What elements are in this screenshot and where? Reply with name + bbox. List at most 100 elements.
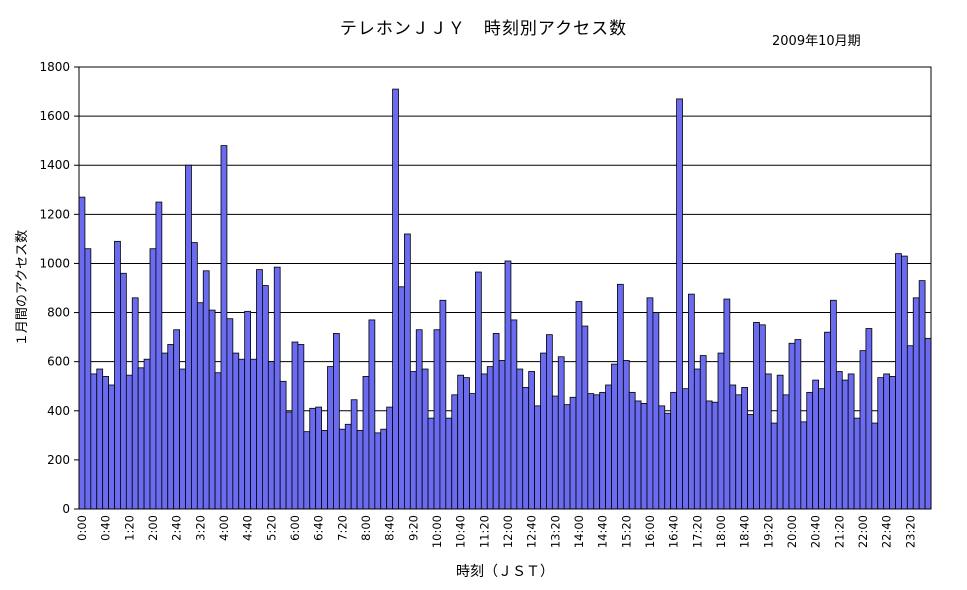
bar [682,388,689,510]
bar [812,379,819,510]
bar [102,375,109,510]
bar [475,271,482,510]
bar [847,373,855,510]
bar [889,375,896,510]
bar [303,431,311,510]
bar [522,387,530,510]
bar [688,293,695,510]
bar [776,374,784,510]
bar [344,423,352,510]
x-tick-label: 22:00 [856,515,870,548]
x-tick-label: 22:40 [880,515,894,548]
bar [824,331,831,510]
bar [392,88,399,510]
bar [611,363,618,510]
bar [427,417,435,510]
bar [818,388,825,510]
bar [350,399,358,510]
bar [96,368,104,510]
x-tick-label: 19:20 [761,515,775,548]
bar [883,373,890,510]
y-tick-label: 200 [47,453,70,467]
bar [185,164,192,510]
bar [634,400,642,510]
bar [415,329,423,510]
bar [404,233,411,510]
bar [759,324,766,510]
bar [143,358,151,510]
bar [267,361,275,510]
bar [912,297,920,510]
bar [782,394,790,510]
x-tick-label: 12:00 [501,515,515,548]
bar [321,430,328,510]
x-tick-label: 3:20 [193,515,207,541]
bar [125,374,133,510]
bar [853,417,861,510]
bar [646,297,654,510]
x-tick-label: 20:00 [785,515,799,548]
bar [906,345,914,510]
bar [794,339,802,510]
x-tick-label: 2:40 [170,515,184,541]
bar [753,321,760,510]
bar [244,310,251,510]
y-tick-label: 1000 [39,256,70,270]
y-tick-label: 1800 [39,60,70,74]
y-tick-label: 600 [47,355,70,369]
chart-title: テレホンＪＪＹ 時刻別アクセス数 [339,19,628,39]
bar [362,375,370,510]
bar [232,352,240,510]
x-tick-label: 8:00 [359,515,373,541]
bar [380,428,388,510]
bar [877,377,885,510]
bar [569,396,577,510]
bar [374,432,382,510]
bar [84,248,92,510]
bar [788,342,796,510]
bar [534,405,541,510]
plot-frame [78,66,932,510]
y-tick-label: 800 [47,306,70,320]
x-tick-label: 8:40 [383,515,397,541]
x-tick-label: 4:00 [217,515,231,541]
bar [770,422,778,510]
bar [741,387,748,510]
bar [226,318,234,510]
bar [327,366,334,510]
bar [202,270,210,510]
bar [557,356,565,510]
y-tick-label: 400 [47,404,70,418]
bar [114,240,121,510]
bar [806,391,814,510]
x-tick-label: 20:40 [809,515,823,548]
y-tick-label: 1200 [39,207,70,221]
bar [273,266,281,510]
bar [918,280,926,510]
bar [723,298,731,510]
bar [575,301,583,510]
bar [167,344,175,510]
bar [451,394,459,510]
bar [356,430,364,510]
bar [78,196,86,510]
bar [711,401,719,510]
x-tick-label: 14:40 [596,515,610,548]
x-tick-label: 16:40 [667,515,681,548]
x-tick-label: 6:00 [288,515,302,541]
bar [492,333,500,510]
bar [658,405,666,510]
bar [705,400,713,510]
bar [469,393,476,510]
x-tick-label: 1:20 [122,515,136,541]
bar [622,360,630,510]
bar [208,309,216,510]
bar [841,379,849,510]
x-tick-label: 15:20 [619,515,633,548]
bars [78,88,932,510]
x-tick-label: 13:20 [548,515,562,548]
bar [250,358,257,510]
bar [291,341,299,510]
bar [693,368,701,510]
bar [528,371,535,510]
